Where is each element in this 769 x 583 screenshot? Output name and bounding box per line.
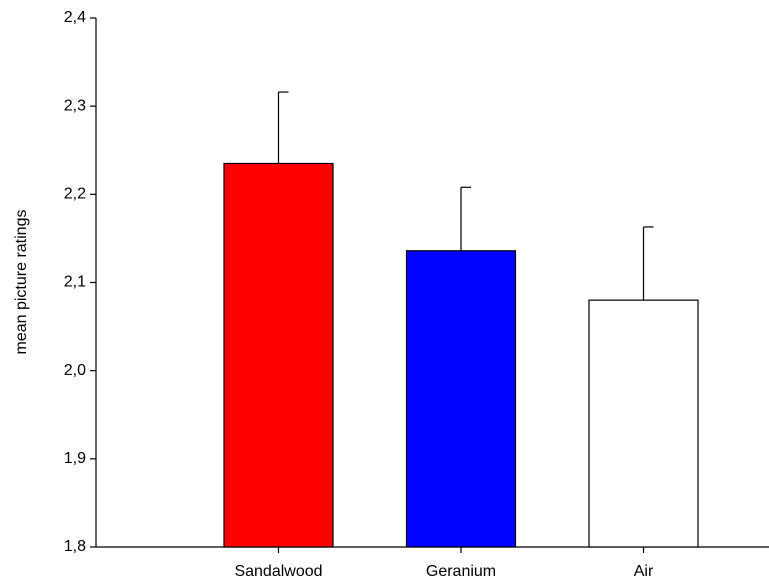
bar	[223, 162, 334, 548]
y-tick-label: 2,2	[64, 186, 86, 203]
y-tick-label: 2,1	[64, 274, 86, 291]
y-tick-label: 2,3	[64, 97, 86, 114]
y-axis-label: mean picture ratings	[13, 210, 30, 355]
x-tick-label: Sandalwood	[234, 563, 322, 580]
bar	[588, 299, 699, 548]
x-tick-label: Air	[634, 563, 654, 580]
y-tick-label: 2,4	[64, 9, 86, 26]
x-tick-label: Geranium	[426, 563, 496, 580]
y-tick-label: 2,0	[64, 362, 86, 379]
y-tick-label: 1,8	[64, 538, 86, 555]
bar	[405, 250, 517, 548]
y-tick-label: 1,9	[64, 450, 86, 467]
